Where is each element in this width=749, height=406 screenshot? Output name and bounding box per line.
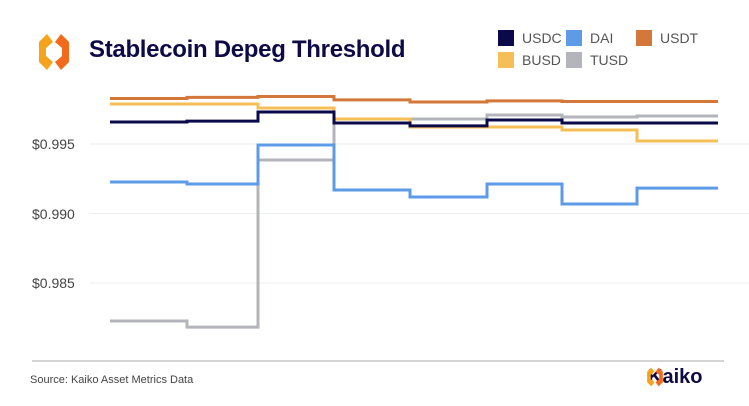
legend-swatch [636, 30, 652, 46]
legend-label: TUSD [590, 52, 629, 68]
legend-item-usdc: USDC [498, 30, 562, 46]
legend-item-dai: DAI [566, 30, 613, 46]
legend-swatch [566, 52, 582, 68]
legend-label: USDC [522, 30, 562, 46]
series-line-usdc [110, 110, 718, 128]
kaiko-logo-icon [39, 34, 69, 70]
brand-logo: Kaiko [644, 366, 702, 389]
legend-swatch [566, 30, 582, 46]
legend-label: USDT [660, 30, 699, 46]
chart-title: Stablecoin Depeg Threshold [89, 36, 406, 63]
series-line-usdt [110, 94, 718, 104]
legend-item-tusd: TUSD [566, 52, 628, 68]
legend-item-usdt: USDT [636, 30, 698, 46]
legend-item-busd: BUSD [498, 52, 561, 68]
y-tick-label: $0.995 [32, 136, 75, 152]
kaiko-brand-icon [647, 367, 663, 387]
series-line-tusd [110, 113, 718, 329]
legend-label: DAI [590, 30, 614, 46]
legend-swatch [498, 30, 514, 46]
legend-swatch [498, 52, 514, 68]
series-line-dai [110, 143, 718, 206]
y-tick-label: $0.985 [32, 275, 75, 291]
y-tick-label: $0.990 [32, 205, 75, 222]
source-note: Source: Kaiko Asset Metrics Data [30, 374, 194, 386]
legend-label: BUSD [522, 52, 561, 68]
